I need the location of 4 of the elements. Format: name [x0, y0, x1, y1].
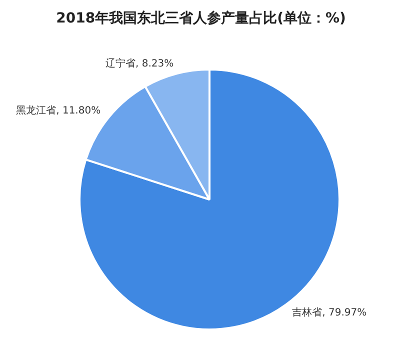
slice-label: 辽宁省, 8.23% [105, 57, 174, 70]
chart-title: 2018年我国东北三省人参产量占比(单位：%) [56, 10, 346, 26]
slice-label: 黑龙江省, 11.80% [16, 104, 101, 116]
slice-label: 吉林省, 79.97% [292, 306, 367, 319]
